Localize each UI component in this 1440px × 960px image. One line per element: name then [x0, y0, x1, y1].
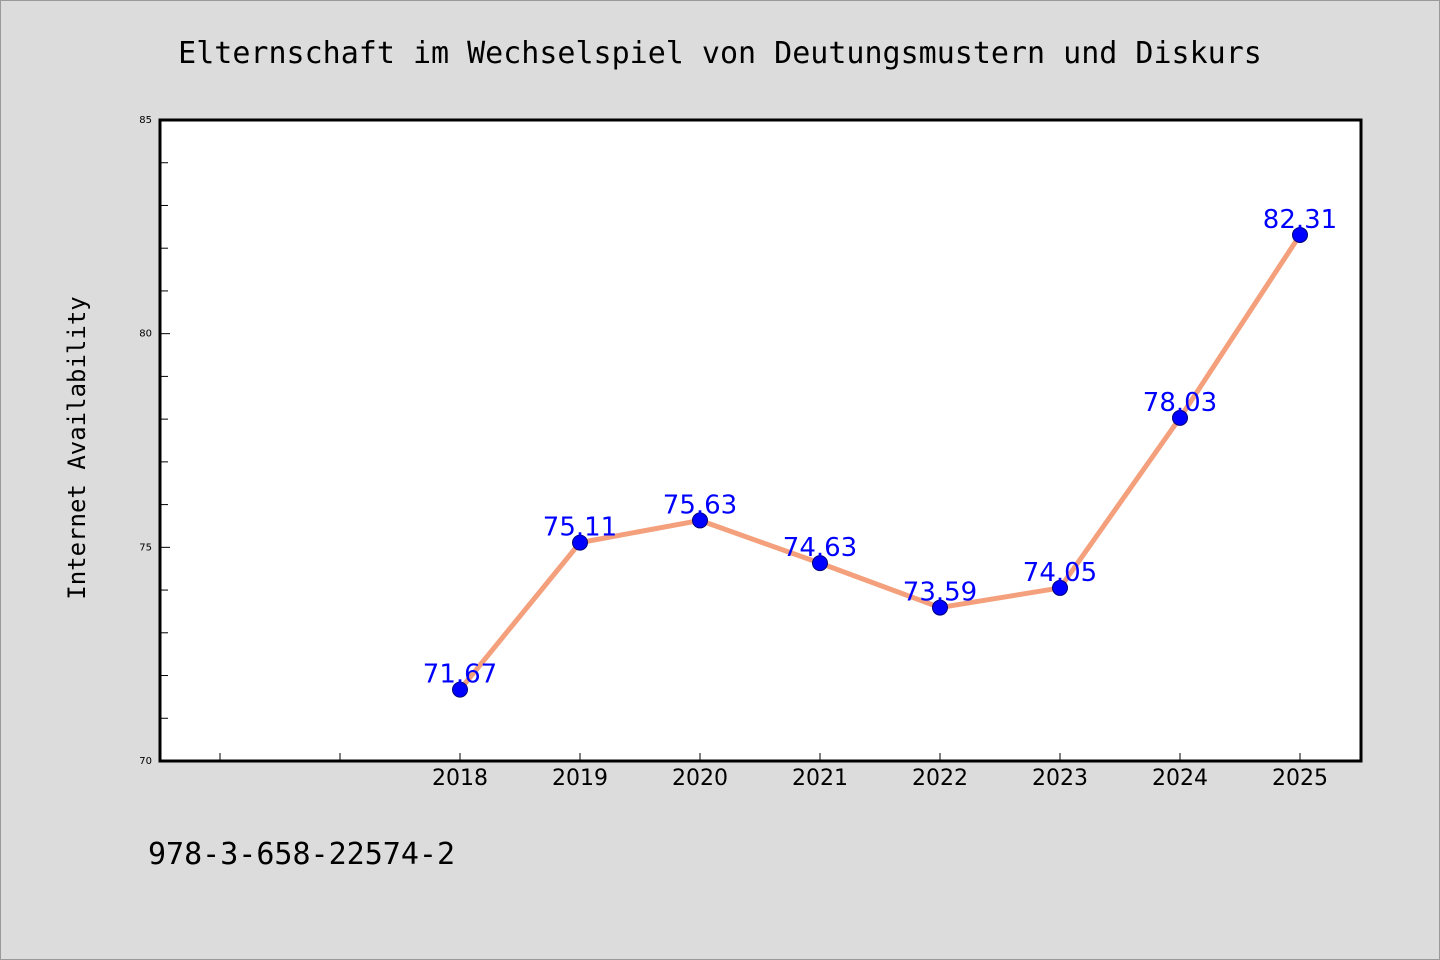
data-label: 74.63 [783, 533, 857, 563]
data-point [1172, 409, 1188, 426]
plot-area [158, 118, 1363, 763]
data-point [932, 599, 948, 616]
x-tick-label: 2024 [1152, 766, 1208, 791]
y-tick-label: 70 [139, 756, 152, 767]
data-point [692, 512, 708, 529]
y-axis-ticks: 70 75 80 85 [139, 115, 170, 767]
x-tick-label: 2018 [432, 766, 488, 791]
isbn-text: 978-3-658-22574-2 [148, 837, 455, 872]
data-label: 75.11 [543, 513, 617, 543]
data-point [452, 681, 468, 698]
y-tick-label: 80 [139, 329, 152, 340]
y-tick-label: 75 [139, 542, 152, 553]
data-point [572, 534, 588, 551]
data-point [1052, 579, 1068, 596]
x-tick-label: 2022 [912, 766, 968, 791]
data-label: 73.59 [903, 578, 977, 608]
data-point [1292, 226, 1308, 243]
data-labels: 71.67 75.11 75.63 74.63 73.59 74.05 78.03 82.31 [423, 205, 1337, 690]
data-label: 74.05 [1023, 558, 1097, 588]
series-line [458, 233, 1303, 692]
x-tick-label: 2021 [792, 766, 848, 791]
x-tick-label: 2023 [1032, 766, 1088, 791]
data-label: 71.67 [423, 660, 497, 690]
data-label: 75.63 [663, 490, 737, 520]
x-tick-label: 2019 [552, 766, 608, 791]
data-label: 78.03 [1143, 388, 1217, 418]
series-internet-availability [452, 226, 1308, 698]
x-axis-ticks: 2018 2019 2020 2021 2022 2023 2024 2025 [219, 753, 1328, 791]
x-tick-label: 2020 [672, 766, 728, 791]
y-tick-label: 85 [139, 115, 152, 126]
chart-title: Elternschaft im Wechselspiel von Deutung… [178, 36, 1262, 71]
x-tick-label: 2025 [1272, 766, 1328, 791]
data-point [812, 555, 828, 572]
y-axis-label: Internet Availability [63, 296, 91, 599]
data-label: 82.31 [1263, 205, 1337, 235]
